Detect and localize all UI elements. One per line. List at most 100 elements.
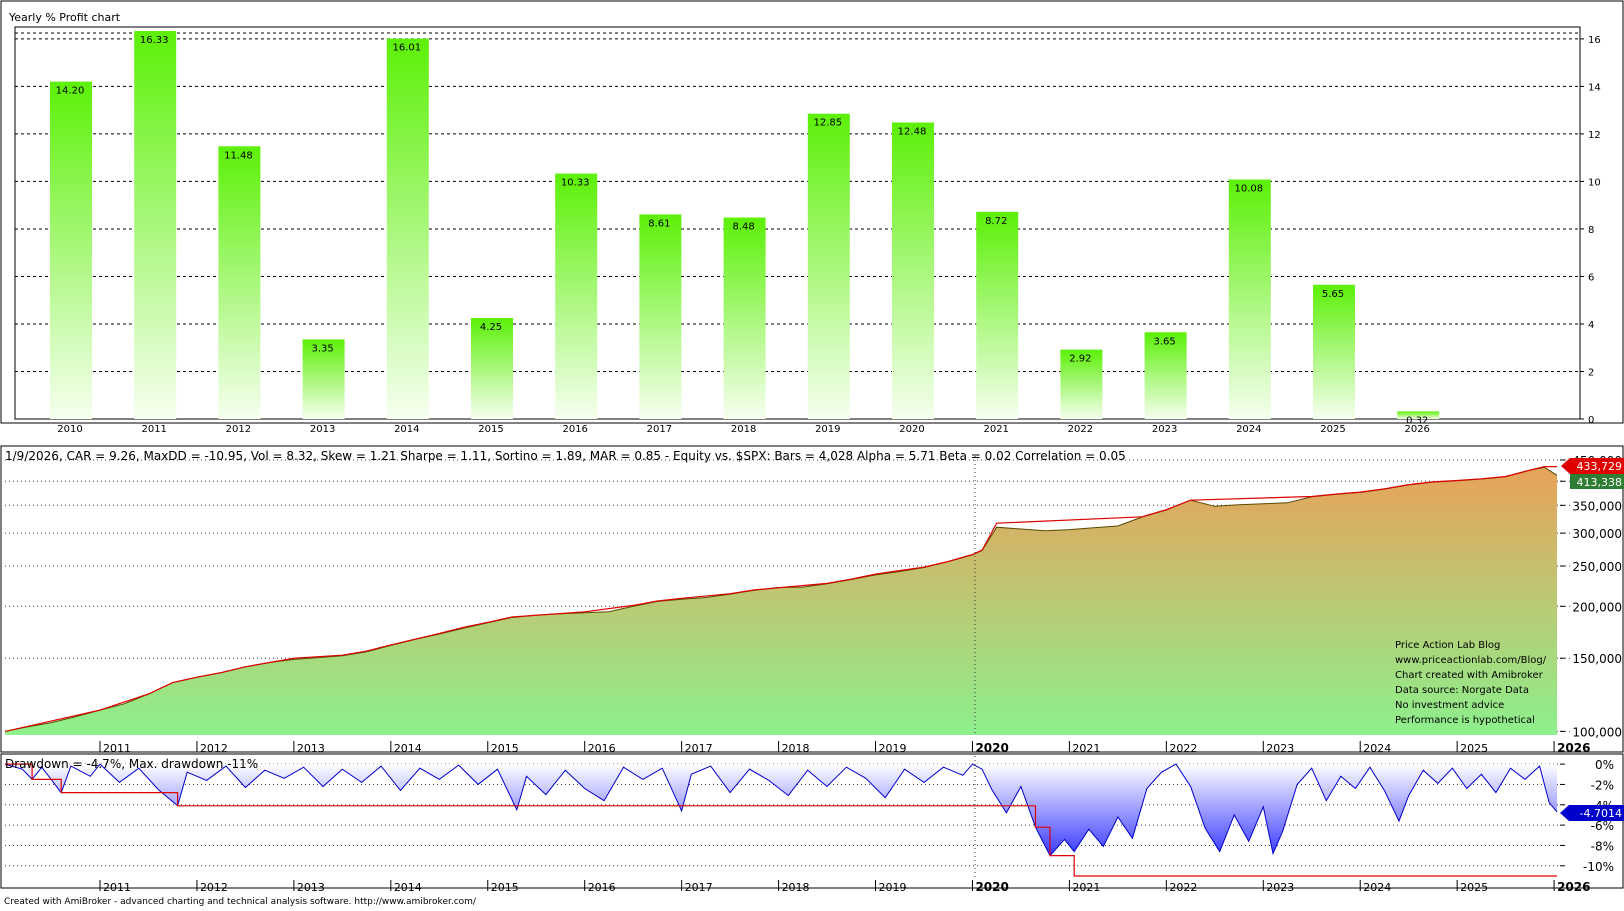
yearly-value-label-2025: 5.65 [1322, 289, 1344, 300]
equity-title: 1/9/2026, CAR = 9.26, MaxDD = -10.95, Vo… [5, 449, 1126, 463]
yearly-x-tick-2011: 2011 [141, 424, 166, 435]
yearly-y-tick-label: 8 [1588, 225, 1594, 236]
yearly-y-tick-label: 0 [1588, 415, 1594, 426]
yearly-y-tick-label: 2 [1588, 367, 1594, 378]
equity-area [5, 467, 1557, 735]
drawdown-y-tick-label: -10% [1583, 860, 1614, 874]
equity-y-tick-label: 150,000 [1572, 652, 1622, 666]
yearly-bar-2013 [302, 339, 345, 419]
equity-x-tick-2025: 2025 [1460, 742, 1488, 755]
drawdown-x-tick-2019: 2019 [879, 881, 907, 894]
drawdown-y-ticks: 0%-2%-4%-6%-8%-10% [1560, 758, 1614, 874]
yearly-x-tick-2016: 2016 [562, 424, 587, 435]
annotation-data-source: Data source: Norgate Data [1395, 685, 1529, 696]
equity-x-tick-2014: 2014 [394, 742, 422, 755]
yearly-x-tick-2025: 2025 [1320, 424, 1345, 435]
yearly-value-label-2011: 16.33 [140, 35, 169, 46]
drawdown-x-tick-2017: 2017 [685, 881, 713, 894]
equity-x-tick-2016: 2016 [588, 742, 616, 755]
yearly-x-tick-2014: 2014 [394, 424, 419, 435]
equity-x-tick-2022: 2022 [1169, 742, 1197, 755]
drawdown-x-tick-2015: 2015 [491, 881, 519, 894]
yearly-y-tick-label: 12 [1588, 130, 1601, 141]
drawdown-x-tick-2018: 2018 [782, 881, 810, 894]
yearly-profit-pane[interactable]: Yearly % Profit chart 14.20 16.33 11.48 3.3… [0, 0, 1624, 435]
drawdown-y-tick-label: 0% [1595, 758, 1614, 772]
yearly-x-tick-2023: 2023 [1152, 424, 1177, 435]
equity-x-tick-2021: 2021 [1072, 742, 1100, 755]
drawdown-x-tick-2025: 2025 [1460, 881, 1488, 894]
equity-y-tick-label: 100,000 [1572, 725, 1622, 739]
yearly-x-ticks: 2010 2011 2012 2013 2014 2015 2016 2017 2018 2019… [57, 424, 1430, 435]
drawdown-last-value: -4.7014 [1580, 807, 1622, 820]
annotation-blog: Price Action Lab Blog [1395, 640, 1500, 651]
equity-x-tick-2023: 2023 [1266, 742, 1294, 755]
yearly-x-tick-2024: 2024 [1236, 424, 1261, 435]
yearly-bar-2023 [1144, 332, 1187, 419]
equity-x-ticks: 2011 2012 2013 2014 2015 2016 2017 2018 2019 2020… [99, 741, 1590, 755]
drawdown-x-ticks: 2011 2012 2013 2014 2015 2016 2017 2018 2019 2020… [99, 880, 1590, 894]
drawdown-area [5, 764, 1557, 856]
equity-x-tick-2013: 2013 [297, 742, 325, 755]
yearly-x-tick-2010: 2010 [57, 424, 82, 435]
yearly-x-tick-2022: 2022 [1068, 424, 1093, 435]
yearly-bar-2025 [1313, 284, 1355, 419]
equity-y-tick-label: 300,000 [1572, 527, 1622, 541]
yearly-y-tick-label: 6 [1588, 272, 1594, 283]
drawdown-y-tick-label: -2% [1591, 778, 1614, 792]
yearly-x-tick-2020: 2020 [899, 424, 924, 435]
yearly-y-tick-label: 14 [1588, 82, 1601, 93]
drawdown-x-tick-2022: 2022 [1169, 881, 1197, 894]
yearly-x-tick-2026: 2026 [1404, 424, 1429, 435]
yearly-bars [50, 31, 1440, 420]
drawdown-x-tick-2024: 2024 [1363, 881, 1391, 894]
annotation-amibroker: Chart created with Amibroker [1395, 670, 1544, 681]
yearly-bar-2019 [807, 113, 850, 419]
yearly-bar-2014 [386, 38, 429, 420]
equity-last-value: 413,338 [1577, 476, 1623, 489]
drawdown-x-tick-2012: 2012 [200, 881, 228, 894]
yearly-y-tick-label: 10 [1588, 177, 1601, 188]
drawdown-line [4, 763, 1558, 857]
yearly-x-tick-2019: 2019 [815, 424, 840, 435]
yearly-bar-2024 [1228, 179, 1271, 419]
equity-peak-value: 433,729 [1577, 460, 1623, 473]
yearly-value-label-2026: 0.32 [1406, 415, 1428, 426]
yearly-value-label-2021: 8.72 [985, 216, 1007, 227]
equity-x-tick-2011: 2011 [103, 742, 131, 755]
yearly-value-label-2015: 4.25 [480, 322, 502, 333]
drawdown-x-tick-2013: 2013 [297, 881, 325, 894]
equity-x-tick-2015: 2015 [491, 742, 519, 755]
drawdown-last-badge: -4.7014 [1560, 805, 1624, 821]
yearly-plot-frame [14, 26, 1581, 420]
drawdown-title: Drawdown = -4.7%, Max. drawdown -11% [5, 757, 258, 771]
equity-peak-line [4, 466, 1557, 732]
equity-y-ticks: 100,000 150,000 200,000 250,000 300,000 350,0… [1560, 454, 1622, 739]
equity-y-tick-label: 200,000 [1572, 600, 1622, 614]
yearly-x-tick-2018: 2018 [731, 424, 756, 435]
yearly-x-tick-2012: 2012 [226, 424, 251, 435]
yearly-bar-2018 [723, 217, 766, 419]
yearly-value-label-2010: 14.20 [56, 86, 85, 97]
yearly-x-tick-2017: 2017 [647, 424, 672, 435]
annotation-hypothetical: Performance is hypothetical [1395, 715, 1535, 726]
yearly-y-tick-label: 4 [1588, 320, 1594, 331]
drawdown-x-tick-2020: 2020 [975, 880, 1008, 894]
drawdown-y-tick-label: -8% [1591, 839, 1614, 853]
drawdown-pane[interactable]: Drawdown = -4.7%, Max. drawdown -11% 0% -… [0, 753, 1624, 889]
annotation-no-advice: No investment advice [1395, 700, 1504, 711]
equity-pane[interactable]: 1/9/2026, CAR = 9.26, MaxDD = -10.95, Vo… [0, 445, 1624, 753]
equity-x-tick-2020: 2020 [975, 741, 1008, 755]
annotation-url[interactable]: www.priceactionlab.com/Blog/ [1395, 655, 1547, 666]
yearly-bar-2017 [639, 214, 682, 419]
yearly-gridlines [15, 32, 1580, 372]
yearly-value-labels: 14.20 16.33 11.48 3.35 16.01 4.25 10.33 8.61 8.4… [56, 35, 1429, 426]
drawdown-x-tick-2016: 2016 [588, 881, 616, 894]
drawdown-y-tick-label: -6% [1591, 819, 1614, 833]
footer-credit: Created with AmiBroker - advanced charti… [4, 897, 476, 907]
yearly-bar-2022 [1060, 349, 1103, 419]
drawdown-x-tick-2021: 2021 [1072, 881, 1100, 894]
yearly-value-label-2023: 3.65 [1153, 336, 1175, 347]
yearly-x-tick-2015: 2015 [478, 424, 503, 435]
